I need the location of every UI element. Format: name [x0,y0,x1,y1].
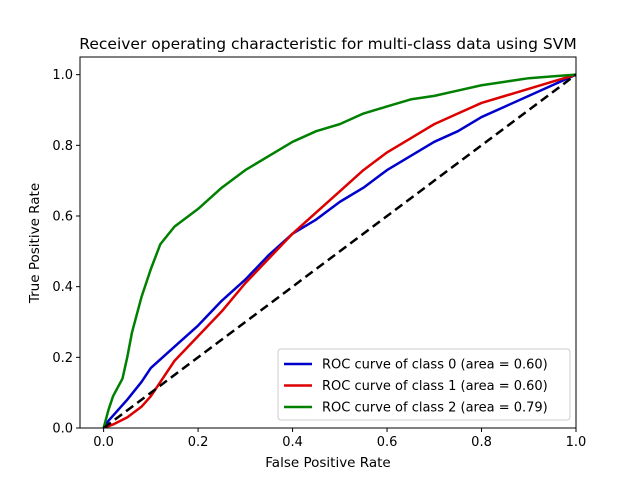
plot-frame [79,56,577,429]
legend-label: ROC curve of class 1 (area = 0.60) [322,379,548,394]
chance-diagonal-line [102,73,576,428]
roc-curve-class-0 [102,73,576,428]
y-tick-label: 0.0 [52,422,73,437]
y-tick-label: 0.6 [52,210,73,225]
x-axis: 0.0 0.2 0.4 0.6 0.8 1.0 [93,428,586,450]
x-tick-label: 0.0 [93,435,114,450]
roc-curve-class-2 [102,73,576,428]
chart-title: Receiver operating characteristic for mu… [79,35,576,53]
legend-box [277,348,571,421]
y-tick-label: 0.8 [52,139,73,154]
x-tick-label: 1.0 [566,435,587,450]
series-layer [102,73,576,428]
y-tick-label: 1.0 [52,68,73,83]
y-axis-label: True Positive Rate [27,183,43,304]
y-tick-label: 0.2 [52,351,73,366]
x-tick-label: 0.2 [188,435,209,450]
x-tick-label: 0.8 [471,435,492,450]
legend-label: ROC curve of class 2 (area = 0.79) [322,401,548,416]
x-tick-label: 0.6 [377,435,398,450]
x-tick-label: 0.4 [282,435,303,450]
x-axis-label: False Positive Rate [265,455,390,471]
legend: ROC curve of class 0 (area = 0.60) ROC cu… [277,348,571,421]
y-tick-label: 0.4 [52,280,73,295]
y-axis: 0.0 0.2 0.4 0.6 0.8 1.0 [52,68,80,437]
roc-curve-class-1 [103,73,576,428]
legend-label: ROC curve of class 0 (area = 0.60) [322,358,548,373]
